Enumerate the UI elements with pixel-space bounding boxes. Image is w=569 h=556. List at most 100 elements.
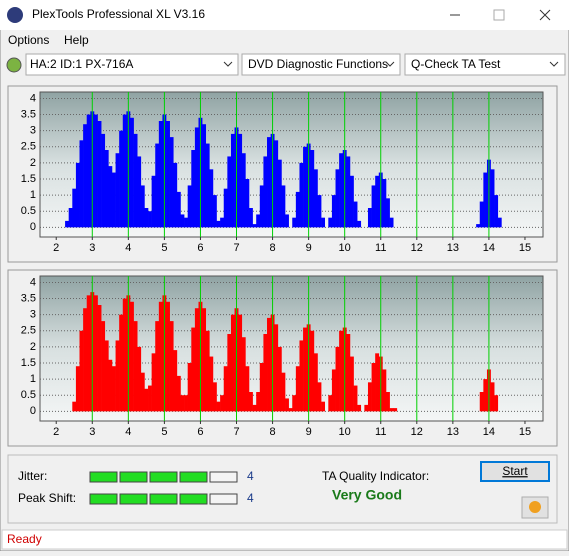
bar — [155, 143, 160, 228]
bar — [122, 114, 127, 228]
bar — [119, 130, 124, 228]
y-tick-label: 1 — [30, 373, 36, 385]
bar — [173, 162, 178, 228]
bar — [83, 308, 88, 412]
test-text: Q-Check TA Test — [411, 57, 501, 71]
x-tick-label: 12 — [411, 242, 423, 254]
meter-segment — [149, 493, 178, 505]
x-tick-label: 3 — [89, 426, 95, 438]
y-tick-label: 2.5 — [21, 325, 36, 337]
menu-item[interactable]: Help — [64, 33, 89, 47]
bar — [285, 398, 289, 412]
bar — [216, 401, 221, 412]
meter-value: 4 — [247, 469, 254, 483]
bar — [490, 382, 495, 412]
bar — [191, 150, 196, 228]
title-bar — [0, 0, 569, 30]
quality-value: Very Good — [332, 487, 402, 503]
bar — [86, 114, 91, 228]
bar — [176, 375, 181, 412]
bar — [72, 401, 77, 412]
bar — [346, 334, 351, 412]
bar — [299, 162, 304, 228]
bar — [151, 353, 156, 412]
bar — [129, 301, 134, 412]
bar — [212, 195, 217, 228]
bar — [180, 214, 185, 228]
meter-segment — [89, 493, 118, 505]
x-tick-label: 10 — [339, 242, 351, 254]
x-tick-label: 4 — [125, 242, 131, 254]
bar — [97, 305, 102, 412]
y-tick-label: 3 — [30, 125, 36, 137]
bar — [104, 150, 109, 228]
bar — [137, 346, 142, 412]
bar — [202, 308, 207, 412]
bar — [285, 214, 289, 228]
bar — [75, 366, 80, 412]
bar — [169, 137, 174, 228]
bar — [194, 308, 199, 412]
bar — [248, 392, 253, 412]
bar — [184, 217, 188, 228]
x-tick-label: 6 — [197, 242, 203, 254]
bar — [111, 366, 116, 412]
meter-segment — [119, 471, 148, 483]
window-title: PlexTools Professional XL V3.16 — [32, 7, 205, 21]
bar — [335, 169, 340, 228]
bar — [310, 150, 315, 228]
bar — [223, 188, 228, 228]
bar — [245, 366, 250, 412]
bar — [101, 133, 106, 228]
bar — [72, 188, 77, 228]
bar — [194, 127, 199, 228]
bar — [277, 159, 282, 228]
bar — [364, 404, 369, 412]
app-icon — [7, 7, 23, 23]
x-tick-label: 3 — [89, 242, 95, 254]
test-select[interactable] — [404, 53, 566, 76]
y-tick-label: 1 — [30, 189, 36, 201]
bar — [166, 121, 170, 228]
meter-segment — [89, 471, 118, 483]
y-tick-label: 3.5 — [21, 108, 36, 120]
bar — [317, 195, 322, 228]
bar — [295, 191, 300, 228]
bar — [321, 217, 326, 228]
bar — [230, 133, 235, 228]
bar — [490, 169, 495, 228]
bar — [263, 156, 268, 228]
meter-segment — [119, 493, 148, 505]
bar — [476, 224, 481, 228]
function-select[interactable] — [241, 53, 401, 76]
bar — [238, 133, 243, 228]
bar — [230, 314, 235, 412]
bar — [83, 124, 88, 228]
bar — [187, 363, 192, 412]
x-tick-label: 13 — [447, 242, 459, 254]
bar — [367, 382, 372, 412]
bar — [386, 198, 390, 228]
dropdown-arrow — [385, 61, 395, 67]
bar — [205, 143, 210, 228]
menu-item[interactable]: Options — [8, 33, 49, 47]
drive-select[interactable] — [25, 53, 239, 76]
bar — [389, 217, 394, 228]
maximize[interactable] — [493, 9, 505, 21]
bar — [267, 317, 271, 412]
bar — [241, 153, 246, 228]
meter-segment — [179, 493, 208, 505]
bar — [148, 211, 152, 228]
x-tick-label: 5 — [161, 426, 167, 438]
y-tick-label: 0 — [30, 405, 36, 417]
x-tick-label: 15 — [519, 426, 531, 438]
bar — [115, 153, 120, 228]
start-button[interactable] — [480, 461, 550, 482]
bar — [313, 169, 318, 228]
bar — [140, 185, 145, 228]
bar — [241, 337, 246, 412]
close[interactable] — [539, 9, 551, 21]
bar — [158, 121, 163, 228]
bar — [375, 175, 380, 228]
bar — [191, 327, 196, 412]
